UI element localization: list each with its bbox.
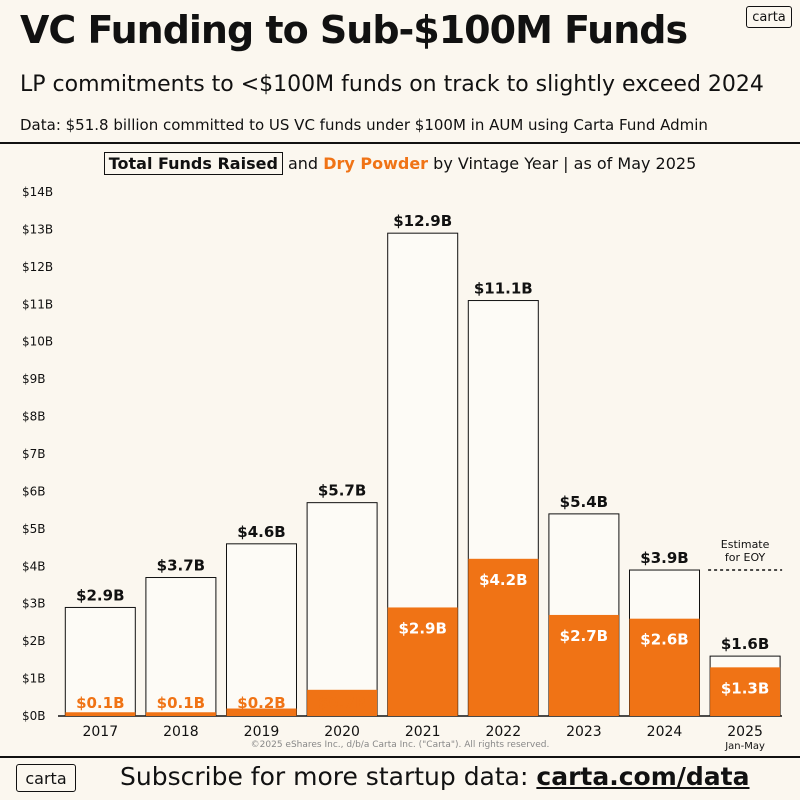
y-tick-label: $6B	[22, 484, 46, 498]
data-label-total: $2.9B	[76, 586, 124, 604]
y-tick-label: $2B	[22, 634, 46, 648]
data-label-total: $5.7B	[318, 482, 366, 500]
carta-logo-footer[interactable]: carta	[16, 764, 76, 792]
bar-dry-powder	[710, 667, 781, 716]
y-tick-label: $13B	[22, 222, 53, 236]
legend-total-funds: Total Funds Raised	[103, 152, 283, 175]
data-label-total: $1.6B	[721, 635, 769, 653]
carta-logo[interactable]: carta	[746, 6, 792, 28]
estimate-annotation: for EOY	[725, 551, 766, 564]
y-tick-label: $7B	[22, 447, 46, 461]
x-tick-label: 2017	[82, 724, 118, 740]
y-tick-label: $9B	[22, 372, 46, 386]
bar-dry-powder	[65, 712, 136, 716]
y-tick-label: $1B	[22, 672, 46, 686]
data-label-dry-powder: $0.1B	[76, 694, 124, 712]
chart-title: VC Funding to Sub-$100M Funds	[20, 8, 688, 52]
x-tick-sublabel: Jan-May	[724, 741, 765, 752]
copyright-note: ©2025 eShares Inc., d/b/a Carta Inc. ("C…	[250, 740, 550, 750]
data-label-total: $12.9B	[393, 212, 452, 230]
divider	[0, 142, 800, 144]
legend-rest-text: by Vintage Year | as of May 2025	[433, 154, 697, 173]
data-label-dry-powder: $0.1B	[157, 694, 205, 712]
subscribe-link[interactable]: carta.com/data	[536, 762, 750, 791]
divider	[0, 756, 800, 758]
x-tick-label: 2025	[727, 724, 763, 740]
data-label-total: $11.1B	[474, 280, 533, 298]
x-tick-label: 2018	[163, 724, 199, 740]
estimate-annotation: Estimate	[721, 538, 770, 551]
bar-total-funds	[145, 577, 217, 717]
y-tick-label: $3B	[22, 597, 46, 611]
data-label-total: $3.7B	[157, 557, 205, 575]
y-tick-label: $14B	[22, 185, 53, 199]
data-label-dry-powder: $1.3B	[721, 679, 769, 697]
x-tick-label: 2024	[647, 724, 683, 740]
data-note: Data: $51.8 billion committed to US VC f…	[20, 116, 708, 134]
data-label-dry-powder: $2.7B	[560, 627, 608, 645]
y-tick-label: $8B	[22, 410, 46, 424]
y-tick-label: $12B	[22, 260, 53, 274]
y-tick-label: $0B	[22, 709, 46, 723]
x-tick-label: 2021	[405, 724, 441, 740]
data-label-total: $4.6B	[237, 523, 285, 541]
y-tick-label: $10B	[22, 335, 53, 349]
subscribe-cta: Subscribe for more startup data: carta.c…	[120, 762, 750, 791]
x-tick-label: 2019	[244, 724, 280, 740]
x-tick-label: 2023	[566, 724, 602, 740]
bar-total-funds	[306, 502, 378, 717]
x-tick-label: 2022	[485, 724, 521, 740]
legend-and-text: and	[287, 154, 319, 173]
bar-dry-powder	[226, 708, 297, 716]
y-tick-label: $11B	[22, 297, 53, 311]
bar-dry-powder	[387, 607, 458, 716]
data-label-dry-powder: $2.6B	[640, 631, 688, 649]
chart-subtitle: LP commitments to <$100M funds on track …	[20, 72, 764, 97]
data-label-total: $5.4B	[560, 493, 608, 511]
y-tick-label: $5B	[22, 522, 46, 536]
data-label-dry-powder: $0.7B	[318, 694, 366, 712]
data-label-dry-powder: $4.2B	[479, 571, 527, 589]
data-label-dry-powder: $0.2B	[237, 694, 285, 712]
x-tick-label: 2020	[324, 724, 360, 740]
y-tick-label: $4B	[22, 559, 46, 573]
bar-dry-powder	[629, 618, 700, 716]
bar-dry-powder	[468, 558, 539, 716]
bar-dry-powder	[307, 689, 378, 716]
bar-total-funds	[226, 543, 297, 717]
data-label-total: $3.9B	[640, 549, 688, 567]
subscribe-text: Subscribe for more startup data:	[120, 762, 529, 791]
legend-dry-powder: Dry Powder	[323, 154, 429, 173]
chart-legend-header: Total Funds Raised and Dry Powder by Vin…	[0, 152, 800, 175]
bar-dry-powder	[145, 712, 216, 716]
bar-dry-powder	[548, 614, 619, 716]
data-label-dry-powder: $2.9B	[398, 619, 446, 637]
